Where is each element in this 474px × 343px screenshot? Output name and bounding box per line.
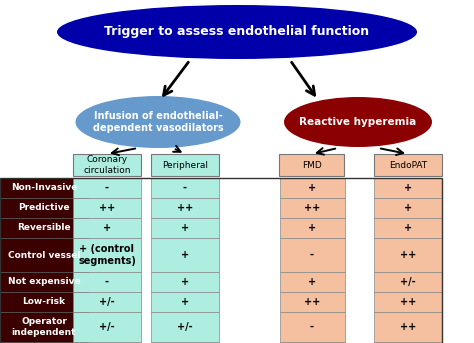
FancyBboxPatch shape (151, 312, 219, 342)
Text: Reversible: Reversible (17, 224, 71, 233)
Text: +: + (181, 297, 189, 307)
Text: +: + (308, 223, 316, 233)
FancyBboxPatch shape (280, 198, 345, 218)
FancyBboxPatch shape (73, 312, 141, 342)
FancyBboxPatch shape (280, 292, 345, 312)
FancyBboxPatch shape (374, 272, 442, 292)
Text: ++: ++ (400, 322, 416, 332)
Text: Infusion of endothelial-
dependent vasodilators: Infusion of endothelial- dependent vasod… (93, 111, 223, 133)
Text: +/-: +/- (400, 277, 416, 287)
FancyBboxPatch shape (151, 238, 219, 272)
FancyBboxPatch shape (73, 342, 141, 343)
FancyBboxPatch shape (151, 178, 219, 198)
FancyBboxPatch shape (0, 272, 88, 292)
Text: +: + (404, 203, 412, 213)
Ellipse shape (75, 96, 240, 148)
Text: Non-Invasive: Non-Invasive (11, 184, 77, 192)
Text: FMD: FMD (302, 161, 322, 169)
FancyBboxPatch shape (0, 218, 88, 238)
FancyBboxPatch shape (0, 238, 88, 272)
FancyBboxPatch shape (73, 198, 141, 218)
FancyBboxPatch shape (280, 218, 345, 238)
Text: -: - (105, 277, 109, 287)
FancyBboxPatch shape (374, 198, 442, 218)
Text: ++: ++ (400, 250, 416, 260)
Text: -: - (310, 250, 314, 260)
FancyBboxPatch shape (374, 154, 442, 176)
Text: +: + (404, 183, 412, 193)
Text: +: + (103, 223, 111, 233)
FancyBboxPatch shape (73, 154, 141, 176)
FancyBboxPatch shape (280, 272, 345, 292)
Text: Predictive: Predictive (18, 203, 70, 213)
Text: Operator
independent: Operator independent (12, 317, 76, 337)
Text: +: + (404, 223, 412, 233)
FancyBboxPatch shape (151, 218, 219, 238)
Text: Peripheral: Peripheral (162, 161, 208, 169)
Text: -: - (105, 183, 109, 193)
Text: Not expensive: Not expensive (8, 277, 80, 286)
FancyBboxPatch shape (73, 178, 141, 198)
FancyBboxPatch shape (374, 292, 442, 312)
FancyBboxPatch shape (151, 198, 219, 218)
Text: Control vessel: Control vessel (8, 250, 80, 260)
FancyBboxPatch shape (280, 342, 345, 343)
Text: +: + (181, 250, 189, 260)
Text: + (control
segments): + (control segments) (78, 244, 136, 266)
Text: Reactive hyperemia: Reactive hyperemia (300, 117, 417, 127)
FancyBboxPatch shape (280, 154, 345, 176)
FancyBboxPatch shape (0, 198, 88, 218)
Text: ++: ++ (400, 297, 416, 307)
Text: Low-risk: Low-risk (22, 297, 65, 307)
FancyBboxPatch shape (374, 238, 442, 272)
Text: ++: ++ (304, 297, 320, 307)
Text: ++: ++ (177, 203, 193, 213)
Text: +: + (308, 183, 316, 193)
FancyBboxPatch shape (151, 272, 219, 292)
FancyBboxPatch shape (73, 218, 141, 238)
Text: Coronary
circulation: Coronary circulation (83, 155, 131, 175)
FancyBboxPatch shape (374, 312, 442, 342)
Text: +/-: +/- (177, 322, 193, 332)
Text: -: - (183, 183, 187, 193)
Ellipse shape (284, 97, 432, 147)
FancyBboxPatch shape (0, 292, 88, 312)
FancyBboxPatch shape (280, 312, 345, 342)
FancyBboxPatch shape (73, 238, 141, 272)
FancyBboxPatch shape (280, 238, 345, 272)
FancyBboxPatch shape (0, 342, 88, 343)
Ellipse shape (57, 5, 417, 59)
FancyBboxPatch shape (374, 218, 442, 238)
Text: ++: ++ (304, 203, 320, 213)
Text: +: + (181, 223, 189, 233)
Text: +: + (181, 277, 189, 287)
FancyBboxPatch shape (374, 178, 442, 198)
FancyBboxPatch shape (151, 292, 219, 312)
FancyBboxPatch shape (151, 154, 219, 176)
Text: +: + (308, 277, 316, 287)
Text: EndoPAT: EndoPAT (389, 161, 427, 169)
FancyBboxPatch shape (73, 272, 141, 292)
FancyBboxPatch shape (151, 342, 219, 343)
Text: +/-: +/- (99, 297, 115, 307)
Text: Trigger to assess endothelial function: Trigger to assess endothelial function (104, 25, 370, 38)
Text: -: - (310, 322, 314, 332)
Text: +/-: +/- (99, 322, 115, 332)
FancyBboxPatch shape (0, 178, 88, 198)
Text: ++: ++ (99, 203, 115, 213)
FancyBboxPatch shape (73, 292, 141, 312)
FancyBboxPatch shape (0, 312, 88, 342)
FancyBboxPatch shape (280, 178, 345, 198)
FancyBboxPatch shape (374, 342, 442, 343)
